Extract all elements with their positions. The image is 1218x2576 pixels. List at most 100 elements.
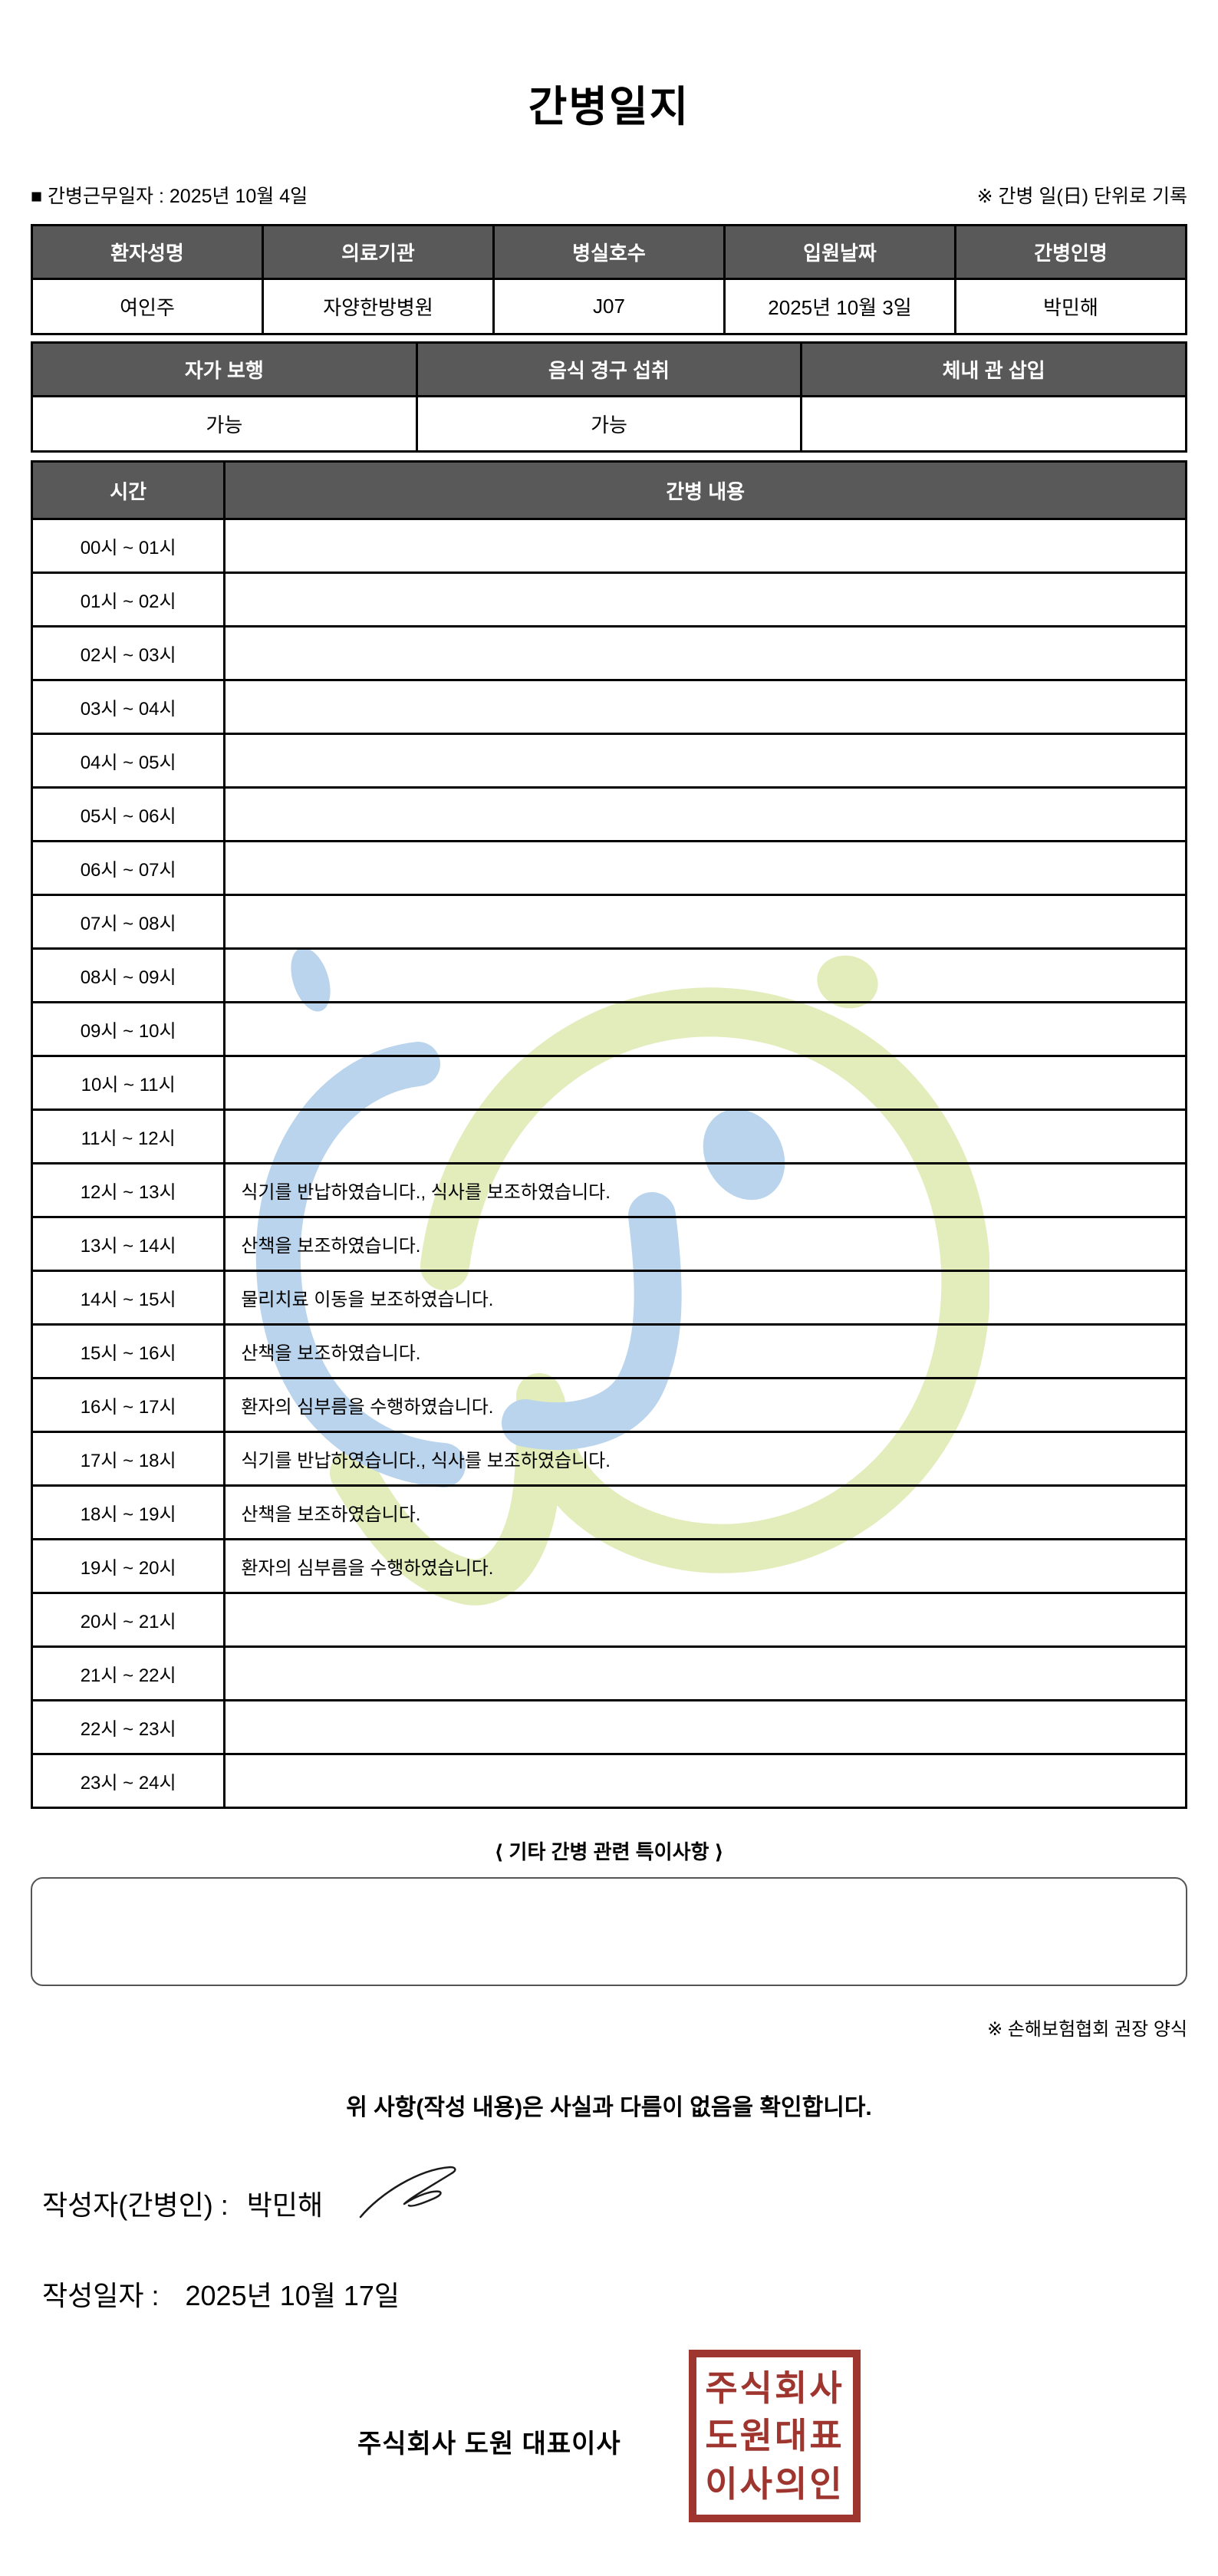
time-cell: 15시 ~ 16시	[30, 1323, 226, 1379]
table-row: 19시 ~ 20시 환자의 심부름을 수행하였습니다.	[30, 1538, 1187, 1594]
care-content-cell: 산책을 보조하였습니다.	[223, 1484, 1187, 1540]
time-cell: 14시 ~ 15시	[30, 1270, 226, 1326]
medical-institution: 자양한방병원	[262, 278, 495, 335]
notes-box	[31, 1877, 1187, 1986]
table-row: 22시 ~ 23시	[30, 1699, 1187, 1755]
table-row: 00시 ~ 01시	[30, 518, 1187, 574]
care-content-cell: 환자의 심부름을 수행하였습니다.	[223, 1538, 1187, 1594]
table-row: 16시 ~ 17시 환자의 심부름을 수행하였습니다.	[30, 1377, 1187, 1433]
care-content-cell	[223, 572, 1187, 628]
time-cell: 11시 ~ 12시	[30, 1108, 226, 1164]
table-row: 11시 ~ 12시	[30, 1108, 1187, 1164]
time-cell: 18시 ~ 19시	[30, 1484, 226, 1540]
time-cell: 23시 ~ 24시	[30, 1753, 226, 1809]
table-row: 09시 ~ 10시	[30, 1001, 1187, 1057]
care-content-cell: 산책을 보조하였습니다.	[223, 1216, 1187, 1272]
patient-name: 여인주	[31, 278, 264, 335]
time-cell: 00시 ~ 01시	[30, 518, 226, 574]
time-cell: 21시 ~ 22시	[30, 1645, 226, 1701]
patient-value-row: 여인주 자양한방병원 J07 2025년 10월 3일 박민해	[31, 278, 1187, 335]
time-cell: 03시 ~ 04시	[30, 679, 226, 735]
caregiver-name: 박민해	[954, 278, 1187, 335]
status-header: 자가 보행	[31, 341, 418, 397]
schedule-body: 00시 ~ 01시 01시 ~ 02시 02시 ~ 03시 03시 ~ 04시 04시 …	[30, 518, 1187, 1809]
care-content-cell	[223, 1699, 1187, 1755]
document-content: 간병일지 ■ 간병근무일자 : 2025년 10월 4일 ※ 간병 일(日) 단…	[30, 83, 1187, 2314]
care-content-cell: 식기를 반납하였습니다., 식사를 보조하였습니다.	[223, 1431, 1187, 1487]
room-number: J07	[492, 278, 726, 335]
tube-insertion-value	[800, 395, 1187, 453]
company-line: 주식회사 도원 대표이사	[357, 2429, 621, 2459]
page-title: 간병일지	[528, 83, 690, 130]
status-header-row: 자가 보행 음식 경구 섭취 체내 관 삽입	[31, 341, 1187, 397]
care-content-cell	[223, 894, 1187, 950]
time-cell: 10시 ~ 11시	[30, 1055, 226, 1111]
time-cell: 06시 ~ 07시	[30, 840, 226, 896]
work-date-value: 2025년 10월 4일	[169, 186, 308, 207]
care-content-cell	[223, 1001, 1187, 1057]
time-cell: 07시 ~ 08시	[30, 894, 226, 950]
table-row: 10시 ~ 11시	[30, 1055, 1187, 1111]
date-line: 작성일자 : 2025년 10월 17일	[31, 2274, 1187, 2314]
corporate-seal-stamp: 주식회사 도원대표 이사의인	[689, 2350, 861, 2522]
patient-header: 의료기관	[262, 224, 495, 280]
care-content-cell: 식기를 반납하였습니다., 식사를 보조하였습니다.	[223, 1162, 1187, 1218]
care-content-cell: 산책을 보조하였습니다.	[223, 1323, 1187, 1379]
care-content-cell	[223, 840, 1187, 896]
table-row: 12시 ~ 13시 식기를 반납하였습니다., 식사를 보조하였습니다.	[30, 1162, 1187, 1218]
table-row: 14시 ~ 15시 물리치료 이동을 보조하였습니다.	[30, 1270, 1187, 1326]
notes-title: ⟨ 기타 간병 관련 특이사항 ⟩	[494, 1840, 724, 1863]
care-content-cell	[223, 518, 1187, 574]
time-cell: 01시 ~ 02시	[30, 572, 226, 628]
care-content-cell	[223, 679, 1187, 735]
admission-date: 2025년 10월 3일	[723, 278, 956, 335]
time-cell: 17시 ~ 18시	[30, 1431, 226, 1487]
table-row: 07시 ~ 08시	[30, 894, 1187, 950]
time-cell: 22시 ~ 23시	[30, 1699, 226, 1755]
table-row: 17시 ~ 18시 식기를 반납하였습니다., 식사를 보조하였습니다.	[30, 1431, 1187, 1487]
status-header: 음식 경구 섭취	[415, 341, 803, 397]
signature-scribble	[359, 2166, 456, 2219]
table-row: 23시 ~ 24시	[30, 1753, 1187, 1809]
table-row: 04시 ~ 05시	[30, 733, 1187, 789]
table-row: 03시 ~ 04시	[30, 679, 1187, 735]
time-cell: 19시 ~ 20시	[30, 1538, 226, 1594]
stamp-line: 도원대표	[705, 2416, 844, 2456]
time-cell: 12시 ~ 13시	[30, 1162, 226, 1218]
patient-header: 병실호수	[492, 224, 726, 280]
time-cell: 02시 ~ 03시	[30, 625, 226, 681]
patient-header: 입원날짜	[723, 224, 956, 280]
table-row: 21시 ~ 22시	[30, 1645, 1187, 1701]
table-row: 01시 ~ 02시	[30, 572, 1187, 628]
schedule-table: 시간 간병 내용 00시 ~ 01시 01시 ~ 02시 02시 ~ 03시 03시 …	[30, 460, 1187, 1809]
care-content-cell: 물리치료 이동을 보조하였습니다.	[223, 1270, 1187, 1326]
stamp-line: 이사의인	[705, 2463, 844, 2504]
time-cell: 08시 ~ 09시	[30, 947, 226, 1003]
time-cell: 16시 ~ 17시	[30, 1377, 226, 1433]
self-walking-value: 가능	[31, 395, 418, 453]
date-value: 2025년 10월 17일	[185, 2280, 400, 2311]
oral-intake-value: 가능	[415, 395, 803, 453]
table-row: 20시 ~ 21시	[30, 1592, 1187, 1648]
time-cell: 04시 ~ 05시	[30, 733, 226, 789]
time-cell: 13시 ~ 14시	[30, 1216, 226, 1272]
care-content-cell	[223, 1108, 1187, 1164]
content-column-header: 간병 내용	[223, 460, 1187, 520]
care-content-cell	[223, 1645, 1187, 1701]
writer-name: 박민해	[246, 2189, 324, 2221]
time-column-header: 시간	[30, 460, 226, 520]
care-content-cell	[223, 1592, 1187, 1648]
care-content-cell	[223, 786, 1187, 842]
work-date-label: ■ 간병근무일자 :	[31, 186, 164, 207]
unit-note: ※ 간병 일(日) 단위로 기록	[976, 186, 1187, 207]
writer-label: 작성자(간병인) :	[42, 2189, 229, 2221]
writer-line: 작성자(간병인) : 박민해	[31, 2166, 1187, 2234]
status-value-row: 가능 가능	[31, 395, 1187, 453]
care-content-cell	[223, 1055, 1187, 1111]
meta-row: ■ 간병근무일자 : 2025년 10월 4일 ※ 간병 일(日) 단위로 기록	[31, 181, 1187, 209]
time-cell: 05시 ~ 06시	[30, 786, 226, 842]
table-row: 06시 ~ 07시	[30, 840, 1187, 896]
table-row: 13시 ~ 14시 산책을 보조하였습니다.	[30, 1216, 1187, 1272]
care-content-cell	[223, 1753, 1187, 1809]
